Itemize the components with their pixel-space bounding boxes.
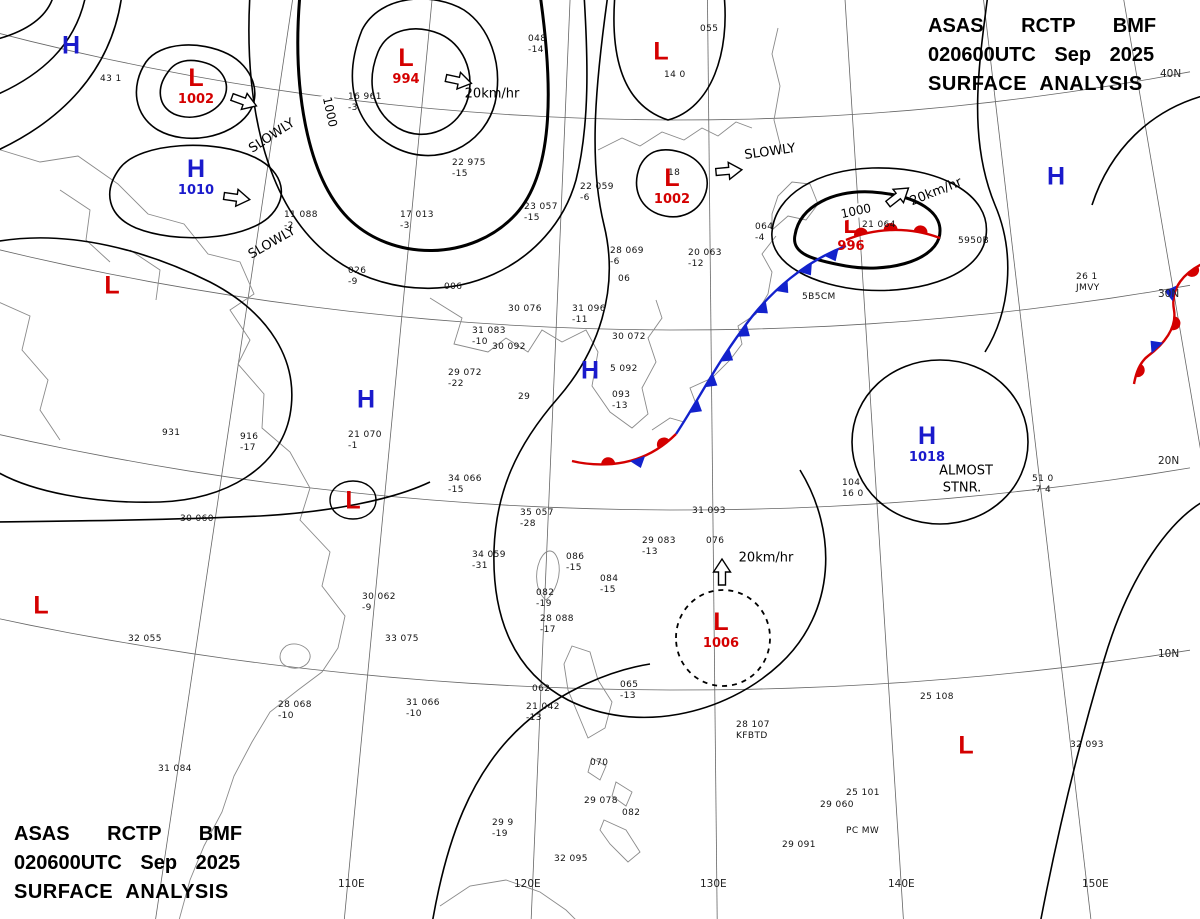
cold-front-triangle-icon: [689, 399, 702, 413]
coastline-path: [0, 149, 346, 919]
warm-front-semicircle-icon: [656, 437, 670, 449]
graticule-parallel: [0, 249, 1191, 331]
coastline-layer: [0, 27, 819, 919]
isobar-line: [371, 28, 471, 136]
graticule-parallel: [0, 618, 1191, 691]
coastline-path: [129, 249, 161, 301]
warm-front-semicircle-icon: [1171, 316, 1181, 331]
chart-type: SURFACE ANALYSIS: [14, 881, 229, 903]
cold-front-triangle-icon: [824, 248, 839, 262]
warm-front-semicircle-icon: [913, 225, 928, 234]
isobar-line: [351, 0, 499, 157]
cold-front-triangle-icon: [775, 280, 789, 294]
isobar-line: [771, 167, 988, 292]
cold-front-triangle-icon: [737, 323, 750, 337]
movement-arrow-layer: [222, 70, 910, 586]
isobar-line: [296, 0, 550, 252]
isobar-line: [432, 663, 651, 919]
warm-front-semicircle-icon: [1135, 363, 1145, 378]
warm-front-semicircle-icon: [854, 227, 868, 237]
title-block-top-right: ASAS RCTP BMF 020600UTC Sep 2025 SURFACE…: [928, 12, 1156, 99]
warm-front-semicircle-icon: [601, 457, 616, 465]
graticule-meridian: [1123, 0, 1200, 449]
front-layer: [571, 223, 1200, 469]
movement-arrow-icon: [222, 188, 252, 208]
cold-front-triangle-icon: [798, 262, 812, 276]
cold-front-triangle-icon: [1150, 340, 1164, 354]
coastline-path: [536, 550, 560, 601]
isobar-line: [329, 480, 377, 520]
product-id: ASAS RCTP BMF: [928, 15, 1157, 37]
isobar-line: [493, 0, 827, 719]
graticule-parallel: [0, 434, 1191, 511]
cold-front-triangle-icon: [755, 300, 768, 314]
graticule-meridian: [844, 0, 904, 919]
coastline-path: [563, 645, 613, 739]
graticule-meridian: [983, 0, 1092, 919]
cold-front-line: [675, 244, 847, 435]
isobar-line: [675, 589, 771, 687]
isobar-line: [0, 237, 293, 504]
movement-arrow-icon: [712, 557, 732, 586]
graticule-meridian: [530, 0, 571, 919]
isobar-line: [1040, 502, 1200, 919]
stationary-front-east-line: [1132, 263, 1200, 385]
warm-front-semicircle-icon: [883, 223, 898, 231]
valid-time: 020600UTC Sep 2025: [14, 852, 241, 874]
product-id: ASAS RCTP BMF: [14, 823, 243, 845]
warm-front-semicircle-icon: [1186, 265, 1200, 277]
movement-arrow-icon: [229, 92, 258, 111]
isobar-line: [1091, 95, 1200, 206]
coastline-path: [279, 643, 311, 669]
isobar-line: [0, 0, 122, 150]
valid-time: 020600UTC Sep 2025: [928, 44, 1155, 66]
stationary-front-east: [1132, 263, 1200, 385]
graticule-meridian: [155, 0, 293, 919]
isobar-line: [135, 44, 256, 140]
isobar-line: [159, 59, 228, 118]
isobar-line: [0, 0, 53, 40]
graticule-meridian: [343, 0, 433, 919]
stationary-front: [571, 433, 677, 469]
movement-arrow-icon: [884, 187, 910, 208]
coastline-path: [611, 781, 633, 807]
coastline-path: [599, 819, 641, 863]
movement-arrow-icon: [714, 161, 744, 181]
graticule-parallel: [0, 33, 1191, 121]
cold-front-triangle-icon: [1164, 285, 1177, 302]
cold-front-triangle-icon: [704, 373, 718, 388]
coastline-path: [439, 879, 576, 919]
coastline-path: [429, 297, 663, 429]
isobar-line: [0, 0, 86, 95]
cold-front-triangle-icon: [720, 348, 734, 362]
isobar-line: [851, 359, 1029, 525]
coastline-path: [0, 302, 61, 441]
coastline-path: [587, 757, 607, 781]
coastline-path: [771, 27, 783, 153]
isobar-line: [0, 481, 431, 523]
coastline-path: [651, 235, 777, 431]
isobar-line: [635, 149, 708, 218]
coastline-path: [771, 181, 819, 231]
coastline-path: [59, 189, 111, 263]
warm-front: [845, 223, 941, 242]
movement-arrow-icon: [444, 70, 473, 91]
title-block-bottom-left: ASAS RCTP BMF 020600UTC Sep 2025 SURFACE…: [14, 820, 242, 907]
coastline-path: [597, 121, 753, 151]
isobar-line: [613, 0, 726, 121]
isobar-line: [108, 144, 283, 239]
cold-front: [675, 244, 847, 435]
cold-front-triangle-icon: [629, 455, 646, 469]
isobar-line: [248, 0, 588, 289]
graticule-meridian: [707, 0, 718, 919]
chart-type: SURFACE ANALYSIS: [928, 73, 1143, 95]
isobar-line: [976, 0, 1009, 353]
